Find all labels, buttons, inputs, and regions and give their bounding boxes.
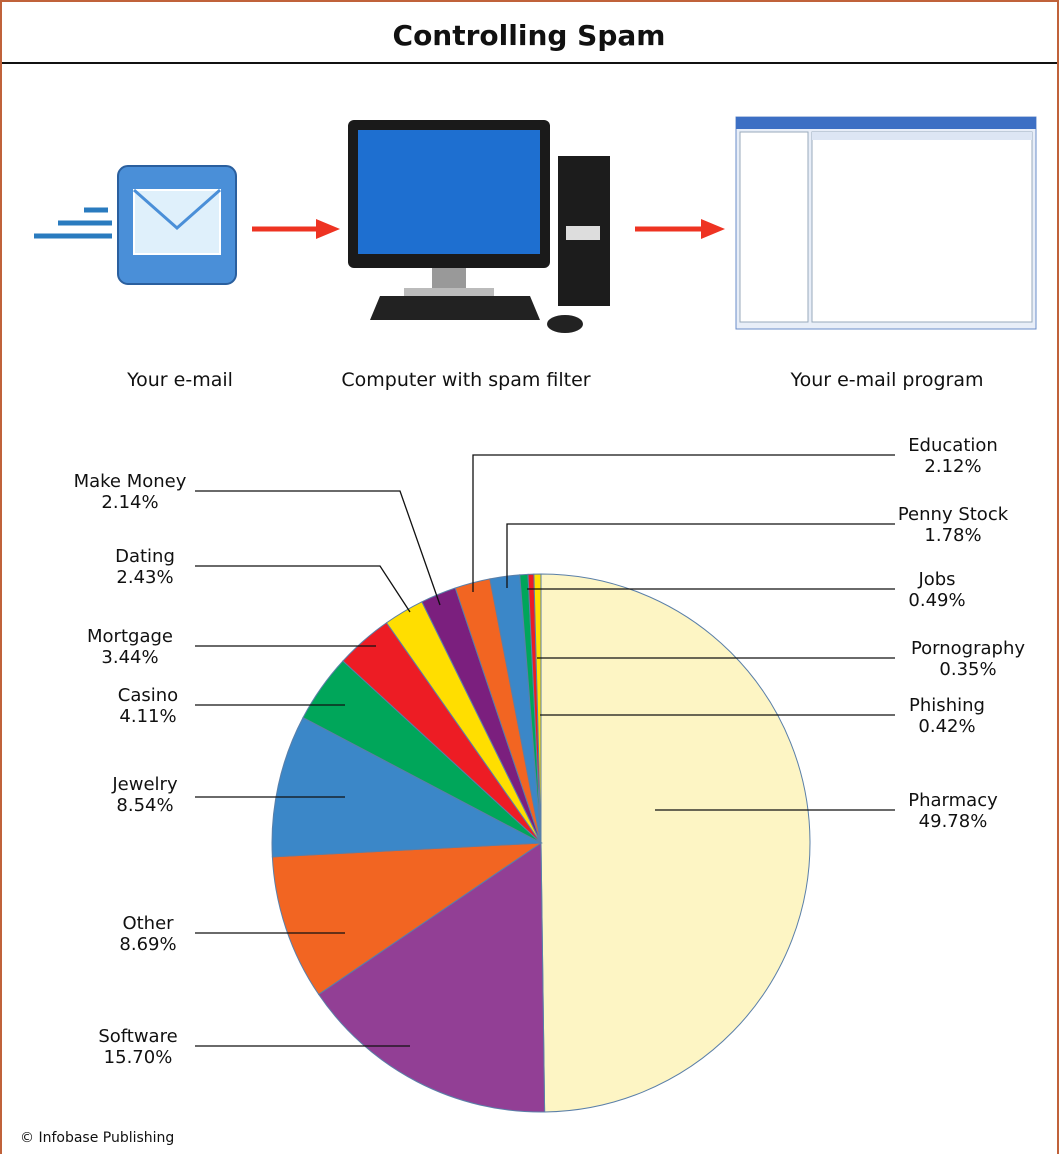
leader-line <box>472 454 895 592</box>
slice-label: Jewelry <box>111 774 178 795</box>
leader-line <box>506 523 895 588</box>
leader-line <box>195 490 441 606</box>
slice-label: Other <box>122 913 174 934</box>
slice-label: Software <box>98 1026 177 1047</box>
slice-label: Make Money <box>74 471 187 492</box>
pie-slice <box>271 842 543 996</box>
slice-value-label: 2.14% <box>101 492 158 513</box>
step-caption: Your e-mail <box>126 369 233 391</box>
slice-label: Education <box>908 435 998 456</box>
slice-value-label: 2.12% <box>924 456 981 477</box>
slice-value-label: 0.49% <box>908 590 965 611</box>
slice-value-label: 3.44% <box>101 647 158 668</box>
slice-value-label: 8.69% <box>119 934 176 955</box>
credit: © Infobase Publishing <box>20 1130 174 1146</box>
step-caption: Computer with spam filter <box>341 369 590 391</box>
slice-value-label: 2.43% <box>116 567 173 588</box>
slice-value-label: 1.78% <box>924 525 981 546</box>
slice-label: Penny Stock <box>898 504 1009 525</box>
pie-slice <box>540 573 811 1113</box>
slice-label: Jobs <box>917 569 955 590</box>
arrow <box>635 219 725 239</box>
slice-label: Phishing <box>909 695 985 716</box>
slice-value-label: 0.42% <box>918 716 975 737</box>
slice-value-label: 4.11% <box>119 706 176 727</box>
slice-label: Mortgage <box>87 626 173 647</box>
slice-value-label: 15.70% <box>104 1047 173 1068</box>
step-caption: Your e-mail program <box>790 369 984 391</box>
slice-value-label: 8.54% <box>116 795 173 816</box>
slice-label: Casino <box>118 685 178 706</box>
title: Controlling Spam <box>393 19 666 52</box>
email-program-icon <box>735 116 1037 330</box>
arrow <box>252 219 340 239</box>
slice-label: Pharmacy <box>908 790 998 811</box>
pie-slice <box>533 573 542 844</box>
slice-value-label: 49.78% <box>919 811 988 832</box>
computer-icon <box>348 120 610 333</box>
leader-line <box>195 565 411 613</box>
slice-value-label: 0.35% <box>939 659 996 680</box>
pie-slice <box>271 716 543 858</box>
slice-label: Pornography <box>911 638 1025 659</box>
pie-slice <box>317 842 546 1113</box>
slice-label: Dating <box>115 546 175 567</box>
email-icon <box>34 165 237 285</box>
